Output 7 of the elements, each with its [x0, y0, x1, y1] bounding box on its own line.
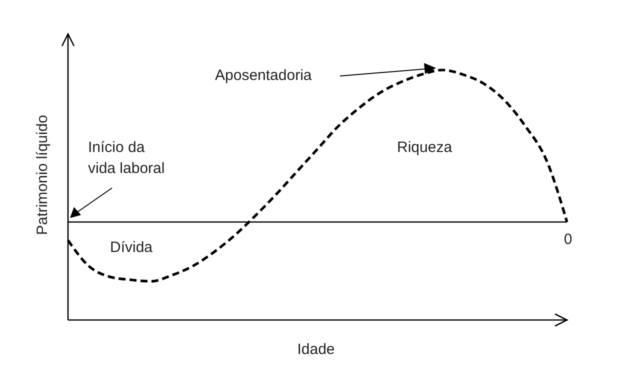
annotation: 0: [564, 231, 572, 248]
y-axis-title: Patrimonio líquido: [34, 114, 51, 236]
annotation: Aposentadoria: [215, 67, 312, 84]
annotation: Dívida: [110, 239, 154, 256]
x-axis-title: Idade: [297, 341, 335, 358]
annotation: Início da vida laboral: [88, 139, 165, 177]
annotation: Riqueza: [397, 139, 453, 156]
